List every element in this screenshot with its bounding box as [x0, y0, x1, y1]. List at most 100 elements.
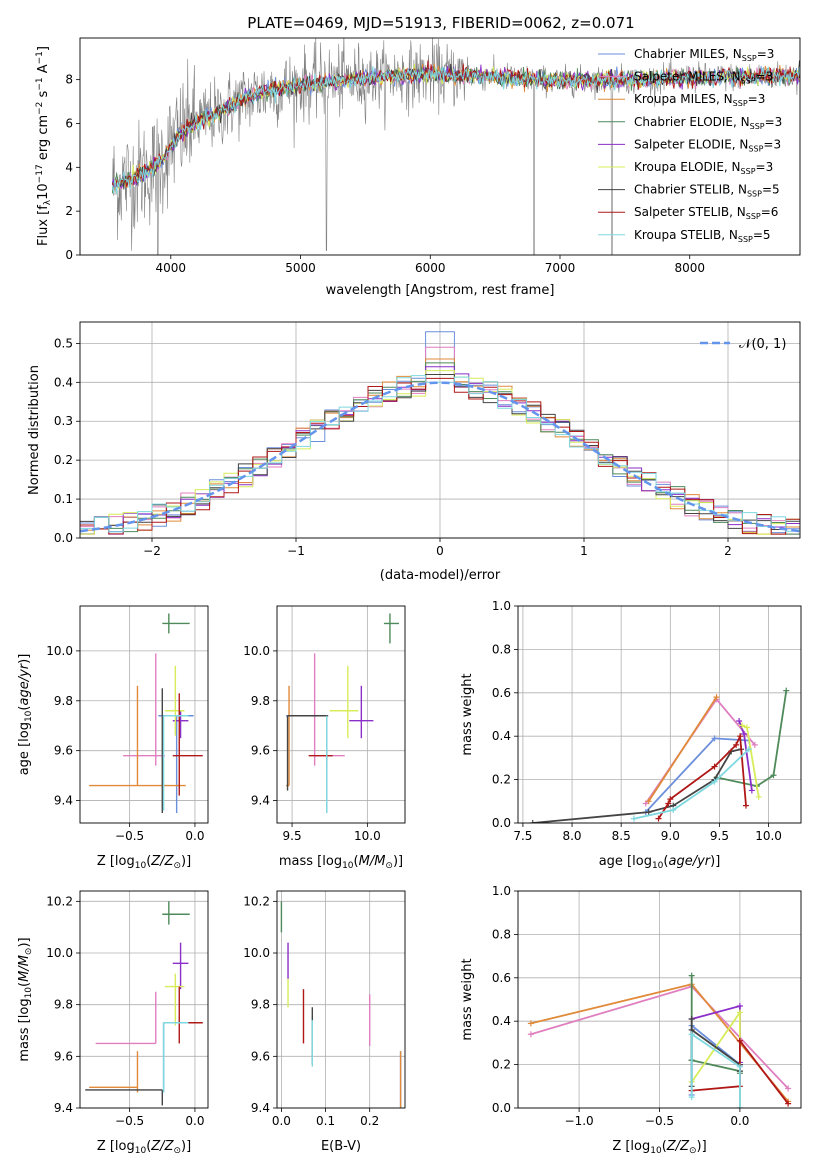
model-line-kroupa-stelib	[111, 65, 800, 195]
series-kroupa-stelib	[630, 746, 752, 822]
series-marker	[736, 1105, 743, 1108]
label-part: =5	[753, 228, 771, 242]
series-marker	[733, 741, 740, 748]
label-part: SSP	[741, 167, 756, 176]
label-part: 10	[36, 183, 51, 200]
series-line	[645, 737, 749, 813]
axes-frame	[517, 890, 802, 1109]
label-part: =3	[748, 92, 766, 106]
y-tick-label: 0.2	[492, 773, 511, 787]
series-marker	[711, 763, 718, 770]
y-tick-label: 0.2	[54, 453, 73, 467]
x-axis-label: (data-model)/error	[380, 568, 501, 583]
series-marker	[655, 815, 662, 822]
series-marker	[529, 820, 536, 823]
series-marker	[783, 687, 790, 694]
x-tick-label: 0.0	[185, 1114, 204, 1128]
series-marker	[630, 815, 637, 822]
panel-age_vs_Z: −0.5 0.09.49.69.810.0Z [log10(Z/Z⊙)]age […	[17, 605, 209, 871]
label-part: 10	[24, 987, 34, 999]
label-part: =6	[761, 205, 779, 219]
label-part: age [log	[17, 722, 32, 775]
point-chabrier-stelib	[286, 715, 329, 791]
label-part: 10	[24, 710, 34, 722]
series-marker	[527, 1031, 534, 1038]
series-marker	[688, 1016, 695, 1023]
y-tick-label: 0.8	[492, 642, 511, 656]
histogram-salpeter-elodie	[80, 366, 800, 535]
label-part: SSP	[747, 190, 762, 199]
x-tick-label: 7000	[545, 261, 576, 275]
x-tick-label: 4000	[156, 261, 187, 275]
label-part: Salpeter STELIB, N	[634, 205, 746, 219]
series-line	[690, 1032, 741, 1108]
y-tick-label: 0.0	[492, 816, 511, 830]
series-marker	[748, 787, 755, 794]
series-marker	[736, 1037, 743, 1044]
axes-frame	[79, 890, 209, 1109]
y-tick-label: 0.3	[54, 414, 73, 428]
x-axis-label: E(B-V)	[321, 1139, 361, 1154]
label-part: Z [log	[612, 1139, 650, 1154]
y-tick-label: 9.6	[54, 1049, 73, 1063]
axes-frame	[79, 321, 801, 539]
label-part: 10	[135, 861, 147, 871]
series-marker	[785, 1100, 792, 1107]
label-part: Salpeter ELODIE, N	[634, 137, 748, 151]
y-tick-label: 1.0	[492, 599, 511, 613]
x-tick-label: 9.0	[661, 829, 680, 843]
point-salpeter-miles	[95, 991, 157, 1045]
label-part: )]	[181, 1139, 191, 1154]
panel-mass_vs_Z: −0.5 0.09.49.69.810.010.2Z [log10(Z/Z⊙)]m…	[17, 890, 209, 1156]
label-part: −17	[35, 164, 45, 183]
x-tick-label: 9.5	[283, 829, 302, 843]
panel-age_vs_mass: 9.5 10.0 9.4 9.6 9.8 10.0 mass [log10(M/M⊙)]	[243, 605, 406, 871]
series-marker	[741, 731, 748, 738]
label-part: (	[663, 854, 668, 869]
y-tick-label: 8	[65, 73, 73, 87]
y-tick-label: 0.4	[54, 375, 73, 389]
series-chabrier-stelib	[688, 1016, 743, 1090]
y-tick-label: 9.4	[54, 794, 73, 808]
x-tick-label: 0.0	[730, 1114, 749, 1128]
x-tick-label: 10.0	[755, 829, 782, 843]
y-tick-label: 9.6	[54, 744, 73, 758]
plot-area	[89, 613, 203, 814]
label-part: ⊙	[24, 948, 34, 956]
series-line	[691, 1038, 789, 1105]
label-part: Kroupa STELIB, N	[634, 228, 738, 242]
y-tick-label: 9.8	[251, 998, 270, 1012]
y-tick-label: 0.0	[54, 531, 73, 545]
series-kroupa-stelib	[688, 1031, 743, 1108]
x-tick-label: 10.0	[354, 829, 381, 843]
series-marker	[736, 718, 743, 725]
x-tick-label: 0	[436, 544, 444, 558]
label-part: SSP	[733, 99, 748, 108]
label-part: Z [log	[97, 1139, 135, 1154]
x-tick-label: −0.5	[645, 1114, 674, 1128]
histogram-kroupa-stelib	[80, 375, 800, 533]
y-tick-label: 9.8	[251, 694, 270, 708]
y-tick-label: 0.6	[492, 686, 511, 700]
label-part: (	[146, 1139, 151, 1154]
label-part: erg cm	[36, 115, 51, 164]
series-chabrier-miles	[642, 735, 752, 816]
axes-frame	[79, 37, 801, 256]
y-tick-label: 9.4	[54, 1101, 73, 1115]
series-marker	[665, 800, 672, 807]
plot-area	[286, 613, 399, 814]
series-line	[633, 748, 750, 820]
series-marker	[751, 741, 758, 748]
point-chabrier-elodie	[162, 613, 190, 634]
plot-area	[85, 901, 203, 1106]
legend-label-chabrier-elodie: Chabrier ELODIE, NSSP=3	[634, 115, 782, 131]
label-part: )]	[17, 654, 32, 664]
series-marker	[688, 972, 695, 979]
label-part: Kroupa MILES, N	[634, 92, 733, 106]
y-tick-label: 10.0	[243, 946, 270, 960]
label-part: −1	[35, 51, 45, 64]
series-line	[647, 696, 718, 802]
legend-label-normal: 𝒩(0, 1)	[739, 337, 786, 352]
x-tick-label: 0.0	[185, 829, 204, 843]
